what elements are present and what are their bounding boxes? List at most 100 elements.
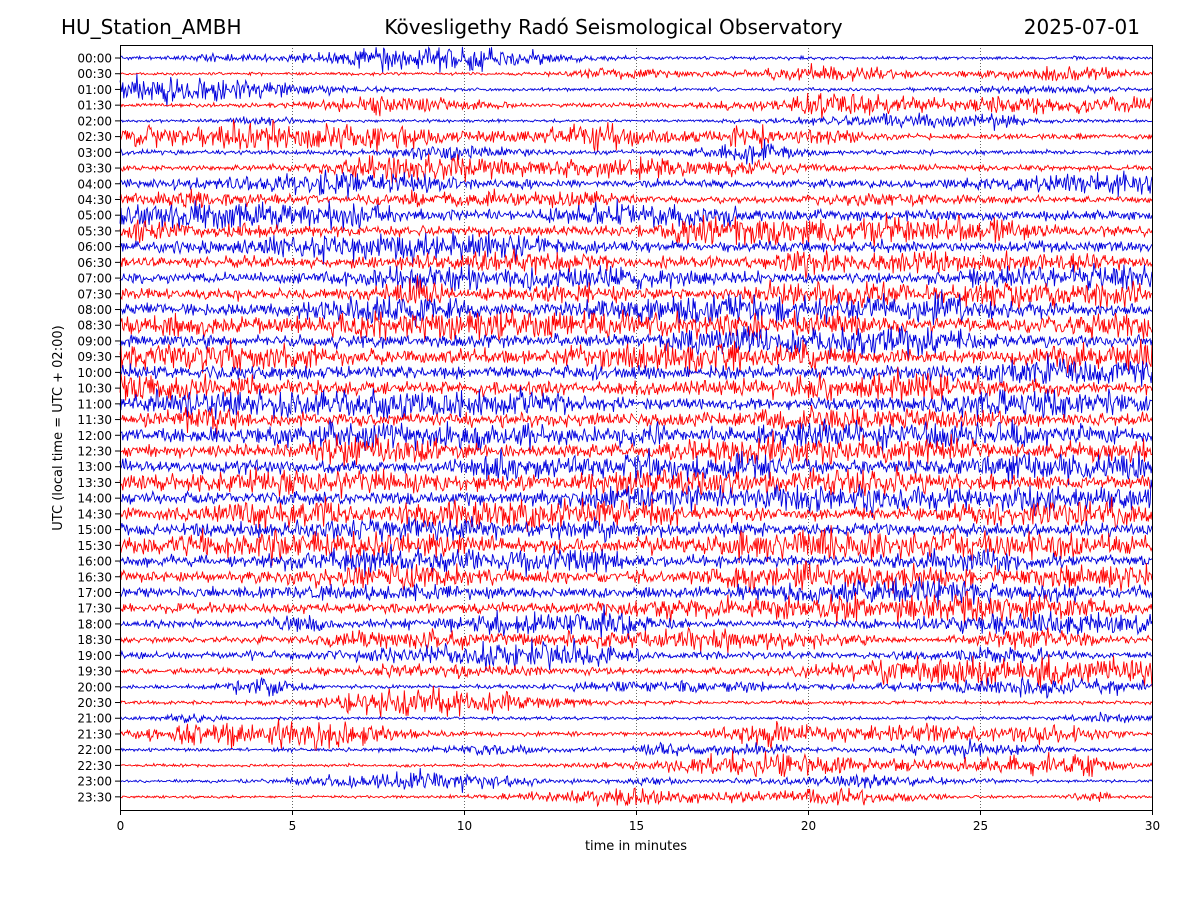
trace-row [119,338,1153,375]
chart-title: Kövesligethy Radó Seismological Observat… [384,15,843,39]
y-tick-label: 16:30 [77,570,112,584]
y-tick-label: 06:30 [77,256,112,270]
trace-row [119,654,1153,688]
y-tick-label: 10:00 [77,366,112,380]
trace-row [119,479,1153,518]
x-tick-label: 30 [1145,819,1160,833]
station-name: HU_Station_AMBH [61,15,242,39]
y-tick-label: 20:30 [77,696,112,710]
trace-row [119,212,1153,247]
y-tick-label: 15:30 [77,539,112,553]
y-tick-label: 21:30 [77,727,112,741]
trace-row [119,418,1153,454]
trace-row [119,750,1153,778]
x-tick-label: 25 [973,819,988,833]
trace-row [119,230,1153,265]
seismic-traces [119,45,1153,808]
trace-row [119,604,1153,640]
y-tick-label: 13:00 [77,460,112,474]
y-tick-label: 11:30 [77,413,112,427]
trace-row [119,275,1153,310]
y-tick-label: 23:30 [77,790,112,804]
y-tick-label: 11:00 [77,397,112,411]
trace-row [119,307,1153,343]
trace-row [119,325,1153,361]
trace-row [119,366,1153,403]
y-tick-label: 14:00 [77,492,112,506]
y-tick-label: 12:00 [77,429,112,443]
trace-row [119,590,1153,626]
y-tick-label: 03:00 [77,146,112,160]
y-tick-label: 22:30 [77,759,112,773]
y-tick-label: 20:00 [77,680,112,694]
trace-row [119,92,1153,119]
x-tick-label: 15 [629,819,644,833]
trace-row [119,787,1153,808]
x-tick-label: 0 [117,819,125,833]
trace-row [119,560,1153,594]
y-tick-label: 05:30 [77,224,112,238]
y-tick-label: 09:30 [77,350,112,364]
y-tick-label: 04:30 [77,193,112,207]
x-tick-label: 10 [457,819,472,833]
trace-row [119,430,1153,467]
trace-row [119,169,1153,199]
trace-row [119,637,1153,671]
y-tick-label: 22:00 [77,743,112,757]
trace-row [119,576,1153,608]
trace-row [119,386,1153,420]
y-tick-label: 18:00 [77,617,112,631]
y-tick-label: 07:00 [77,272,112,286]
trace-row [119,63,1153,82]
trace-row [119,768,1153,793]
y-tick-label: 21:00 [77,712,112,726]
y-tick-label: 09:00 [77,334,112,348]
y-tick-label: 08:00 [77,303,112,317]
y-tick-label: 06:00 [77,240,112,254]
trace-row [119,676,1153,699]
y-tick-label: 16:00 [77,555,112,569]
y-tick-label: 01:00 [77,83,112,97]
y-tick-label: 23:00 [77,775,112,789]
trace-row [119,45,1153,73]
trace-row [119,263,1153,292]
y-tick-label: 07:30 [77,287,112,301]
trace-row [119,138,1153,165]
trace-row [119,515,1153,544]
trace-row [119,198,1153,232]
y-tick-label: 19:30 [77,665,112,679]
x-axis-ticks: 0 5 10 15 20 25 30 [117,810,1160,833]
x-axis-label: time in minutes [585,839,687,854]
trace-row [119,711,1153,724]
trace-row [119,112,1153,131]
y-tick-label: 08:30 [77,319,112,333]
trace-row [119,626,1153,654]
x-tick-label: 20 [801,819,816,833]
trace-row [119,188,1153,209]
trace-row [119,248,1153,279]
y-tick-label: 19:00 [77,649,112,663]
y-tick-label: 00:30 [77,67,112,81]
y-tick-label: 02:30 [77,130,112,144]
y-tick-label: 01:30 [77,99,112,113]
trace-row [119,404,1153,435]
y-tick-label: 05:00 [77,209,112,223]
trace-row [119,289,1153,327]
x-tick-label: 5 [289,819,297,833]
y-axis-label: UTC (local time = UTC + 02:00) [51,325,66,530]
y-tick-label: 13:30 [77,476,112,490]
y-tick-label: 17:00 [77,586,112,600]
trace-row [119,119,1153,153]
y-tick-label: 04:00 [77,177,112,191]
y-tick-label: 10:30 [77,382,112,396]
y-tick-label: 02:00 [77,114,112,128]
trace-row [119,153,1153,184]
trace-row [119,353,1153,387]
trace-row [119,465,1153,499]
trace-row [119,718,1153,752]
y-tick-label: 14:30 [77,507,112,521]
y-tick-label: 12:30 [77,445,112,459]
y-tick-label: 15:00 [77,523,112,537]
